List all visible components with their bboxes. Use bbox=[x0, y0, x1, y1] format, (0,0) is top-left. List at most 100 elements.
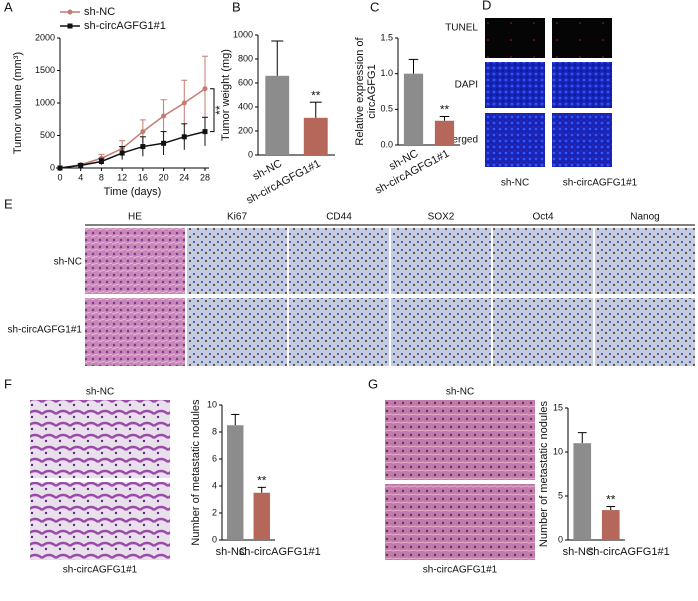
image-label: sh-NC bbox=[446, 387, 474, 398]
panel-letter: D bbox=[482, 0, 491, 12]
annotation: ** bbox=[213, 105, 227, 115]
point bbox=[181, 134, 187, 140]
lung-images bbox=[30, 400, 170, 560]
x-tick-label: 8 bbox=[99, 172, 104, 182]
x-tick-label: 4 bbox=[78, 172, 83, 182]
panel-letter: C bbox=[370, 0, 379, 14]
y-tick-label: 500 bbox=[40, 130, 55, 140]
annotation: ** bbox=[606, 493, 616, 507]
column-label: SOX2 bbox=[428, 212, 455, 223]
point bbox=[202, 129, 208, 135]
bar bbox=[265, 75, 290, 155]
x-tick-label: sh-circAGFG1#1 bbox=[588, 546, 670, 558]
y-tick-label: 0 bbox=[248, 149, 253, 159]
image-label: sh-circAGFG1#1 bbox=[63, 565, 138, 576]
y-tick-label: 0 bbox=[212, 534, 217, 544]
y-axis-label: Tumor volume (mm³) bbox=[12, 52, 24, 154]
panel-letter: A bbox=[4, 0, 13, 14]
y-axis-label: Number of metastatic nodules bbox=[538, 400, 550, 547]
panel-letter: G bbox=[368, 376, 378, 391]
panel-letter: F bbox=[4, 376, 12, 391]
x-tick-label: 28 bbox=[200, 172, 210, 182]
column-label: HE bbox=[128, 212, 142, 223]
bracket bbox=[210, 88, 215, 133]
annotation: ** bbox=[257, 474, 267, 488]
y-tick-label: 600 bbox=[238, 77, 253, 87]
annotation: ** bbox=[311, 88, 321, 102]
x-tick-label: 20 bbox=[159, 172, 169, 182]
bar bbox=[253, 492, 270, 540]
point bbox=[98, 159, 104, 164]
bar bbox=[434, 120, 455, 145]
x-tick-label: 12 bbox=[117, 172, 127, 182]
column-label: Nanog bbox=[630, 212, 659, 223]
bar bbox=[573, 443, 592, 540]
y-tick-label: 10 bbox=[207, 399, 217, 409]
column-label: Oct4 bbox=[532, 212, 554, 223]
y-tick-label: 800 bbox=[238, 53, 253, 63]
annotation: ** bbox=[440, 103, 450, 117]
y-tick-label: 10 bbox=[553, 446, 563, 456]
row-label: sh-NC bbox=[54, 257, 82, 268]
y-axis-label: Relative expression of bbox=[354, 36, 366, 145]
legend-label: sh-NC bbox=[84, 6, 115, 18]
legend-marker bbox=[67, 23, 73, 29]
point bbox=[202, 86, 208, 92]
y-tick-label: 1500 bbox=[35, 65, 55, 75]
point bbox=[140, 144, 146, 150]
bar bbox=[601, 510, 620, 540]
column-label: CD44 bbox=[326, 212, 352, 223]
image-label: sh-NC bbox=[86, 387, 114, 398]
x-tick-label: 0 bbox=[57, 172, 62, 182]
tunel-images bbox=[485, 18, 612, 167]
y-tick-label: 0 bbox=[558, 534, 563, 544]
series-line bbox=[59, 130, 206, 169]
point bbox=[78, 162, 84, 168]
x-tick-label: sh-NC bbox=[216, 546, 247, 558]
point bbox=[161, 113, 167, 119]
bar bbox=[227, 425, 244, 540]
y-tick-label: 1000 bbox=[233, 29, 253, 39]
liver-images bbox=[385, 400, 535, 560]
x-axis-label: Time (days) bbox=[104, 186, 162, 198]
panel-letter: B bbox=[232, 0, 241, 14]
y-tick-label: 15 bbox=[553, 402, 563, 412]
bar bbox=[403, 73, 424, 145]
point bbox=[140, 129, 146, 135]
bar bbox=[303, 117, 328, 155]
y-axis-label: Number of metastatic nodules bbox=[190, 399, 202, 546]
legend-label: sh-circAGFG1#1 bbox=[84, 20, 166, 32]
legend-marker bbox=[67, 9, 73, 15]
panel-letter: E bbox=[4, 196, 13, 211]
column-label: Ki67 bbox=[227, 212, 247, 223]
y-tick-label: 200 bbox=[238, 125, 253, 135]
series-line bbox=[59, 88, 206, 169]
point bbox=[119, 150, 125, 156]
column-label: sh-circAGFG1#1 bbox=[563, 178, 638, 189]
y-tick-label: 400 bbox=[238, 101, 253, 111]
row-label: TUNEL bbox=[445, 23, 478, 34]
y-tick-label: 8 bbox=[212, 426, 217, 436]
y-tick-label: 0 bbox=[50, 162, 55, 172]
row-label: Merged bbox=[444, 135, 478, 146]
x-tick-label: 24 bbox=[179, 172, 189, 182]
y-tick-label: 0.5 bbox=[380, 104, 393, 114]
y-tick-label: 6 bbox=[212, 453, 217, 463]
x-tick-label: sh-NC bbox=[563, 546, 594, 558]
y-axis-label: Tumor weight (mg) bbox=[220, 49, 232, 141]
ihc-images bbox=[85, 224, 695, 366]
x-tick-label: sh-circAGFG1#1 bbox=[239, 546, 321, 558]
y-tick-label: 4 bbox=[212, 480, 217, 490]
row-label: sh-circAGFG1#1 bbox=[8, 325, 83, 336]
row-label: DAPI bbox=[455, 80, 478, 91]
point bbox=[161, 140, 167, 146]
y-tick-label: 2 bbox=[212, 507, 217, 517]
y-tick-label: 1000 bbox=[35, 97, 55, 107]
image-label: sh-circAGFG1#1 bbox=[423, 565, 498, 576]
point bbox=[57, 165, 63, 171]
column-label: sh-NC bbox=[501, 178, 529, 189]
y-tick-label: 0.0 bbox=[380, 139, 393, 149]
y-tick-label: 5 bbox=[558, 490, 563, 500]
y-tick-label: 1.0 bbox=[380, 68, 393, 78]
